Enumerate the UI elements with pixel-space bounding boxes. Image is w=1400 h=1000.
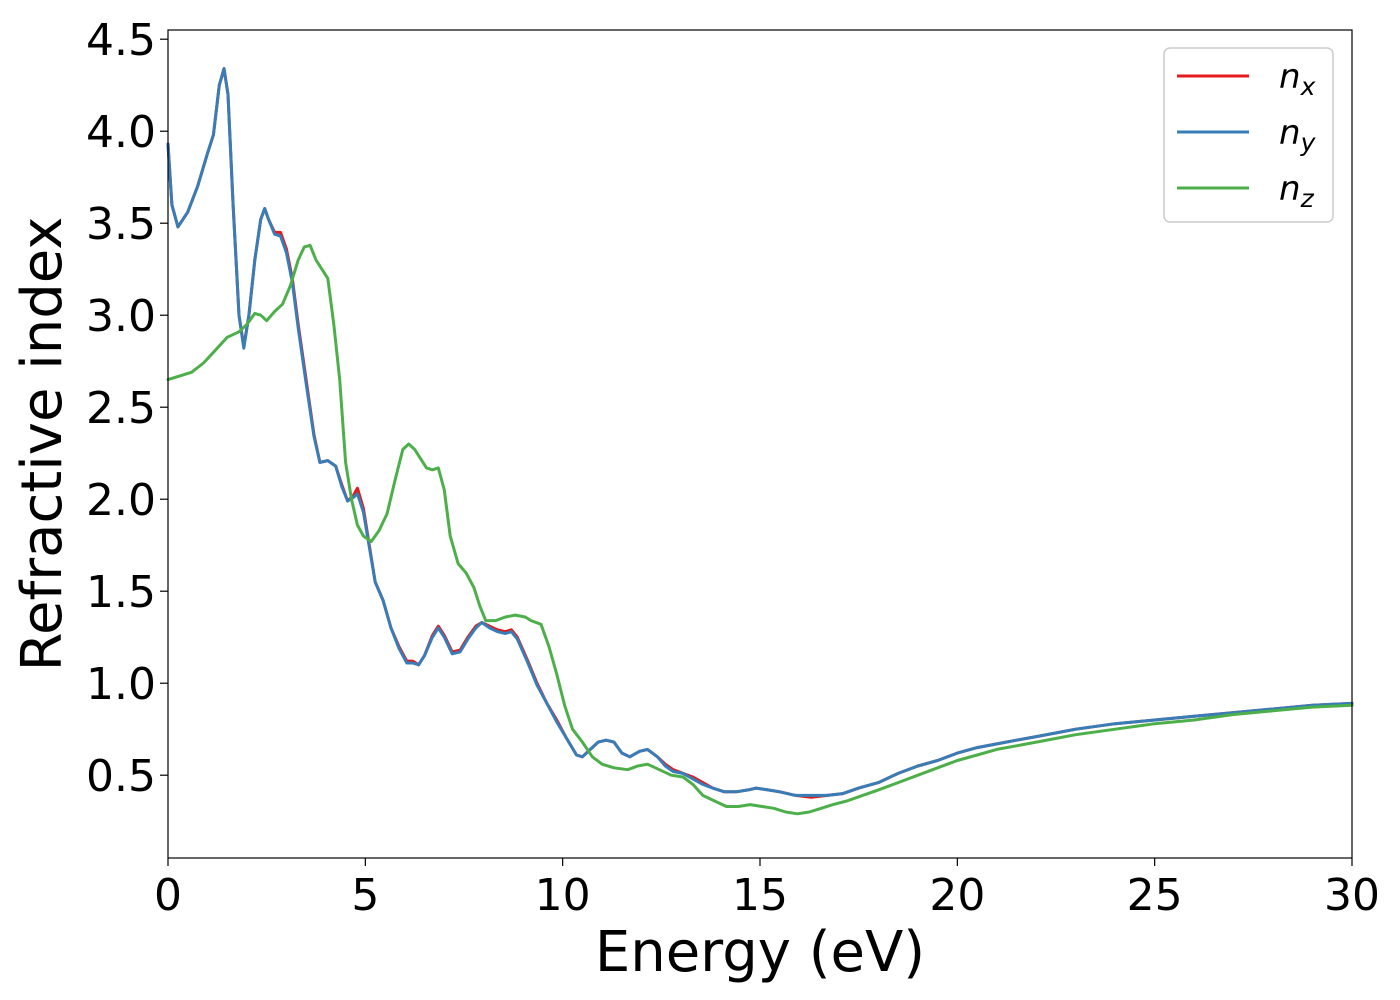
y-tick-label: 0.5 — [86, 751, 156, 802]
y-tick-label: 4.0 — [86, 107, 156, 158]
y-tick-label: 1.0 — [86, 659, 156, 710]
y-axis-ticks: 0.5 1.0 1.5 2.0 2.5 3.0 3.5 4.0 4.5 — [86, 15, 168, 802]
y-tick-label: 2.0 — [86, 475, 156, 526]
x-axis-title: Energy (eV) — [595, 920, 925, 985]
x-tick-label: 15 — [732, 870, 788, 921]
x-tick-label: 30 — [1324, 870, 1380, 921]
y-tick-label: 3.0 — [86, 291, 156, 342]
series-layer — [166, 67, 1354, 816]
y-tick-label: 3.5 — [86, 199, 156, 250]
legend-frame — [1163, 47, 1334, 223]
x-axis-ticks: 0 5 10 15 20 25 30 — [154, 858, 1380, 921]
y-tick-label: 2.5 — [86, 383, 156, 434]
x-tick-label: 10 — [535, 870, 591, 921]
x-tick-label: 5 — [351, 870, 379, 921]
x-tick-label: 20 — [929, 870, 985, 921]
legend-subscript: y — [1300, 128, 1317, 157]
y-axis-title: Refractive index — [10, 217, 75, 672]
y-tick-label: 4.5 — [86, 15, 156, 66]
legend-subscript: x — [1300, 72, 1316, 101]
x-tick-label: 25 — [1127, 870, 1183, 921]
series-line-ny — [166, 67, 1354, 797]
series-line-nz — [166, 243, 1354, 816]
legend-subscript: z — [1300, 184, 1315, 213]
x-tick-label: 0 — [154, 870, 182, 921]
y-tick-label: 1.5 — [86, 567, 156, 618]
